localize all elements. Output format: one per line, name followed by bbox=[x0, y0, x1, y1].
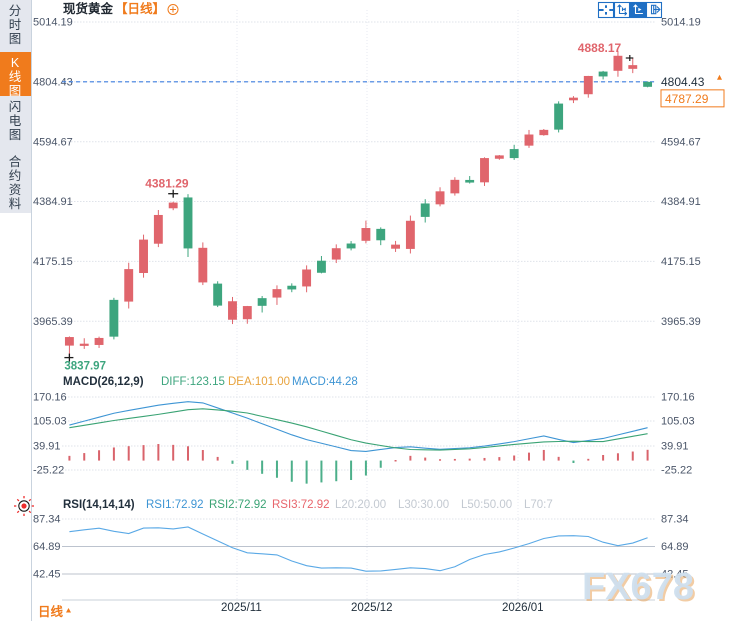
svg-text:DIFF:123.15: DIFF:123.15 bbox=[161, 376, 225, 388]
svg-text:4175.15: 4175.15 bbox=[661, 256, 701, 268]
svg-text:5014.19: 5014.19 bbox=[661, 17, 701, 29]
svg-text:87.34: 87.34 bbox=[33, 514, 61, 526]
svg-text:3965.39: 3965.39 bbox=[661, 316, 701, 328]
svg-text:2026/01: 2026/01 bbox=[502, 602, 544, 614]
svg-text:-25.22: -25.22 bbox=[661, 465, 692, 477]
svg-text:RSI2:72.92: RSI2:72.92 bbox=[209, 499, 267, 511]
svg-text:4384.91: 4384.91 bbox=[661, 196, 701, 208]
svg-text:5014.19: 5014.19 bbox=[33, 17, 73, 29]
svg-text:DEA:101.00: DEA:101.00 bbox=[228, 376, 290, 388]
svg-text:170.16: 170.16 bbox=[33, 392, 67, 404]
svg-text:4594.67: 4594.67 bbox=[33, 136, 73, 148]
svg-text:L50:50.00: L50:50.00 bbox=[461, 499, 512, 511]
svg-text:-25.22: -25.22 bbox=[33, 465, 64, 477]
svg-text:105.03: 105.03 bbox=[661, 416, 695, 428]
svg-text:4384.91: 4384.91 bbox=[33, 196, 73, 208]
svg-text:MACD:44.28: MACD:44.28 bbox=[292, 376, 358, 388]
svg-text:105.03: 105.03 bbox=[33, 416, 67, 428]
svg-text:RSI3:72.92: RSI3:72.92 bbox=[272, 499, 330, 511]
svg-text:64.89: 64.89 bbox=[33, 541, 61, 553]
svg-text:RSI1:72.92: RSI1:72.92 bbox=[146, 499, 204, 511]
svg-text:FX678: FX678 bbox=[582, 566, 694, 608]
svg-text:170.16: 170.16 bbox=[661, 392, 695, 404]
svg-text:日线: 日线 bbox=[38, 604, 64, 619]
svg-text:42.45: 42.45 bbox=[33, 569, 61, 581]
svg-text:L30:30.00: L30:30.00 bbox=[398, 499, 449, 511]
svg-text:4381.29: 4381.29 bbox=[145, 177, 189, 191]
svg-text:RSI(14,14,14): RSI(14,14,14) bbox=[63, 499, 135, 511]
svg-text:39.91: 39.91 bbox=[661, 441, 689, 453]
svg-text:L70:7: L70:7 bbox=[524, 499, 553, 511]
svg-text:4804.43: 4804.43 bbox=[33, 76, 73, 88]
svg-text:4787.29: 4787.29 bbox=[665, 92, 709, 106]
svg-text:3965.39: 3965.39 bbox=[33, 316, 73, 328]
svg-text:2025/12: 2025/12 bbox=[351, 602, 393, 614]
svg-text:4888.17: 4888.17 bbox=[578, 41, 622, 55]
svg-text:MACD(26,12,9): MACD(26,12,9) bbox=[63, 376, 144, 388]
svg-text:【日线】: 【日线】 bbox=[115, 1, 165, 16]
svg-text:2025/11: 2025/11 bbox=[221, 602, 262, 614]
svg-text:87.34: 87.34 bbox=[661, 514, 689, 526]
svg-text:现货黄金: 现货黄金 bbox=[63, 1, 114, 16]
svg-text:L20:20.00: L20:20.00 bbox=[335, 499, 386, 511]
svg-text:39.91: 39.91 bbox=[33, 441, 61, 453]
svg-text:64.89: 64.89 bbox=[661, 541, 689, 553]
svg-text:3837.97: 3837.97 bbox=[64, 361, 106, 373]
svg-text:4594.67: 4594.67 bbox=[661, 136, 701, 148]
svg-text:4175.15: 4175.15 bbox=[33, 256, 73, 268]
svg-text:4804.43: 4804.43 bbox=[661, 75, 705, 89]
